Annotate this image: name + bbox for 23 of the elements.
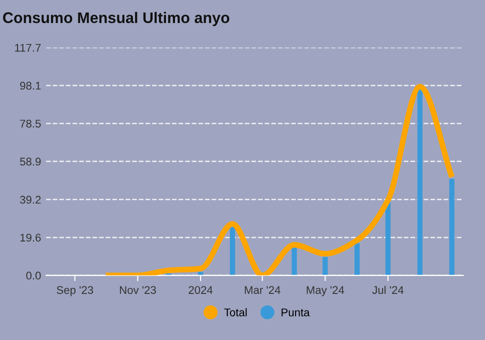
- bar: [230, 226, 236, 276]
- y-tick-label: 78.5: [20, 120, 41, 128]
- y-tick-label: 117.7: [15, 44, 41, 52]
- x-tick-label: Sep '23: [56, 286, 94, 296]
- x-tick-label: Mar '24: [244, 286, 280, 294]
- bar: [449, 178, 454, 276]
- x-tick-label: May '24: [306, 286, 344, 296]
- bar: [417, 89, 422, 276]
- legend-label: Punta: [282, 308, 310, 316]
- x-tick-label: Nov '23: [120, 286, 156, 294]
- chart-title: Consumo Mensual Ultimo anyo: [3, 12, 230, 26]
- y-tick-label: 98.1: [20, 82, 41, 90]
- x-tick-label: Jul '24: [372, 286, 404, 294]
- bar: [385, 202, 391, 276]
- x-tick-label: 2024: [188, 286, 213, 294]
- y-tick-label: 39.2: [20, 196, 41, 204]
- y-tick-label: 19.6: [20, 234, 41, 242]
- bar: [292, 247, 297, 276]
- y-tick-label: 0.0: [26, 272, 41, 280]
- y-tick-label: 58.9: [20, 158, 41, 166]
- bar: [354, 243, 360, 276]
- bar: [322, 256, 328, 276]
- legend-label: Total: [224, 308, 247, 316]
